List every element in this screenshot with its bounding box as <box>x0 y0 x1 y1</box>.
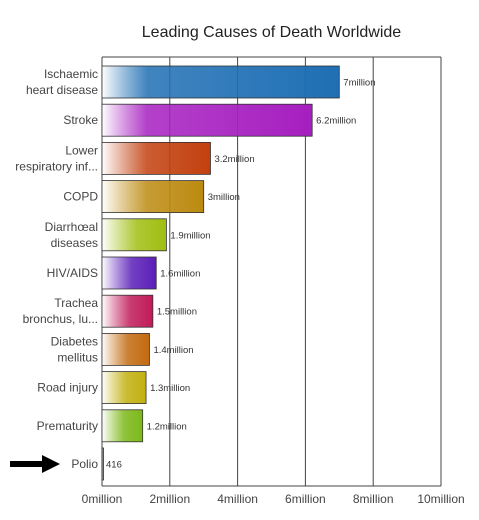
bar[interactable] <box>101 371 147 405</box>
category-label: Diarrhœal <box>45 220 98 234</box>
category-label: COPD <box>63 190 98 204</box>
data-label: 1.2million <box>147 421 187 432</box>
category-label: Trachea <box>54 296 98 310</box>
category-label: Road injury <box>37 381 98 395</box>
x-tick-label: 8million <box>353 492 394 506</box>
category-label: HIV/AIDS <box>47 266 98 280</box>
category-label: respiratory inf... <box>15 159 98 173</box>
x-tick-label: 10million <box>417 492 464 506</box>
bar[interactable] <box>101 180 205 214</box>
data-label: 1.4million <box>153 345 193 356</box>
bar[interactable] <box>101 256 157 290</box>
bar[interactable] <box>101 103 313 137</box>
bar[interactable] <box>101 65 340 99</box>
data-label: 1.9million <box>170 230 210 241</box>
category-label: heart disease <box>26 83 98 97</box>
highlight-arrow-icon <box>10 455 60 473</box>
bar[interactable] <box>101 447 104 481</box>
category-label: Ischaemic <box>44 67 98 81</box>
bar[interactable] <box>101 294 154 328</box>
x-tick-label: 4million <box>217 492 258 506</box>
category-label: Lower <box>65 143 98 157</box>
data-label: 1.3million <box>150 383 190 394</box>
chart-title: Leading Causes of Death Worldwide <box>141 24 402 41</box>
category-label: Prematurity <box>37 419 98 433</box>
bar[interactable] <box>101 332 150 366</box>
data-label: 6.2million <box>316 116 356 127</box>
bar[interactable] <box>101 141 211 175</box>
category-label: Stroke <box>63 113 98 127</box>
data-label: 416 <box>106 460 122 471</box>
x-tick-label: 6million <box>285 492 326 506</box>
data-label: 7million <box>343 78 375 89</box>
category-label: mellitus <box>57 350 98 364</box>
category-label: bronchus, lu... <box>23 312 98 326</box>
data-label: 3million <box>208 192 240 203</box>
data-label: 1.6million <box>160 269 200 280</box>
category-label: diseases <box>51 236 98 250</box>
x-tick-label: 2million <box>149 492 190 506</box>
data-label: 3.2million <box>214 154 254 165</box>
category-label: Polio <box>71 457 98 471</box>
data-label: 1.5million <box>157 307 197 318</box>
bar[interactable] <box>101 409 144 443</box>
bar[interactable] <box>101 218 167 252</box>
x-tick-label: 0million <box>82 492 123 506</box>
category-label: Diabetes <box>51 334 98 348</box>
